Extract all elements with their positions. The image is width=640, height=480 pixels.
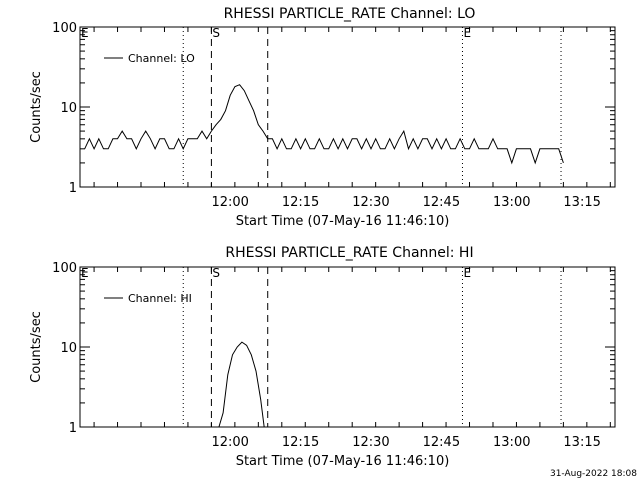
- y-tick-label: 10: [60, 341, 77, 356]
- y-tick-label: 100: [52, 261, 77, 276]
- marker-label: E: [463, 26, 471, 40]
- x-tick-label: 12:15: [282, 435, 319, 450]
- chart-title: RHESSI PARTICLE_RATE Channel: LO: [224, 6, 476, 22]
- x-tick-label: 12:45: [423, 435, 460, 450]
- data-series-hi: [218, 341, 265, 427]
- x-axis-label: Start Time (07-May-16 11:46:10): [236, 214, 450, 229]
- data-series-lo: [84, 84, 564, 165]
- y-axis-label: Counts/sec: [29, 71, 44, 143]
- y-tick-label: 10: [60, 101, 77, 116]
- marker-label: E: [81, 26, 89, 40]
- chart-panel-lo: RHESSI PARTICLE_RATE Channel: LO 12:00 12:…: [29, 6, 616, 229]
- x-tick-label: 13:00: [493, 195, 530, 210]
- x-tick-label: 12:15: [282, 195, 319, 210]
- x-tick-label: 12:30: [352, 435, 389, 450]
- y-tick-label: 100: [52, 21, 77, 36]
- x-tick-label: 12:00: [211, 435, 248, 450]
- y-axis-label: Counts/sec: [29, 311, 44, 383]
- x-axis-label: Start Time (07-May-16 11:46:10): [236, 454, 450, 469]
- y-tick-label: 1: [69, 421, 77, 436]
- footer-timestamp: 31-Aug-2022 18:08: [550, 469, 637, 479]
- x-tick-label: 12:45: [423, 195, 460, 210]
- marker-label: E: [463, 266, 471, 280]
- marker-label: S: [212, 26, 220, 40]
- x-tick-label: 13:15: [563, 195, 600, 210]
- x-tick-label: 13:15: [563, 435, 600, 450]
- x-tick-label: 12:00: [211, 195, 248, 210]
- plot-frame: [79, 266, 616, 428]
- legend-label: Channel: HI: [128, 292, 192, 305]
- marker-label: E: [81, 266, 89, 280]
- chart-panel-hi: RHESSI PARTICLE_RATE Channel: HI 12:00 12:…: [29, 245, 616, 469]
- marker-label: S: [212, 266, 220, 280]
- y-tick-label: 1: [69, 181, 77, 196]
- legend-label: Channel: LO: [128, 52, 195, 65]
- x-tick-label: 12:30: [352, 195, 389, 210]
- chart-title: RHESSI PARTICLE_RATE Channel: HI: [225, 245, 473, 261]
- x-tick-label: 13:00: [493, 435, 530, 450]
